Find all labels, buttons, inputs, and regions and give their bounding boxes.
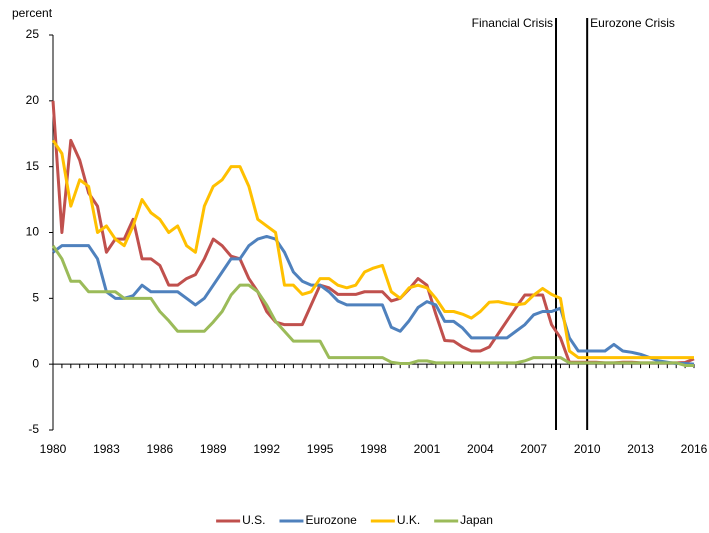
series-line <box>51 244 694 367</box>
y-tick-label: 15 <box>26 159 40 173</box>
y-tick-label: 25 <box>26 27 40 41</box>
legend-label: U.S. <box>242 513 265 527</box>
x-tick-label: 1989 <box>200 442 227 456</box>
legend-label: Japan <box>460 513 493 527</box>
y-tick-label: 0 <box>32 356 39 370</box>
x-tick-label: 2004 <box>467 442 494 456</box>
annotation-label: Financial Crisis <box>472 16 553 30</box>
x-tick-label: 2013 <box>627 442 654 456</box>
x-tick-label: 2007 <box>520 442 547 456</box>
x-tick-label: 2010 <box>574 442 601 456</box>
x-tick-label: 2001 <box>414 442 441 456</box>
x-tick-label: 2016 <box>681 442 708 456</box>
x-tick-label: 1992 <box>253 442 280 456</box>
legend-label: U.K. <box>397 513 420 527</box>
series-line <box>52 234 695 366</box>
x-tick-label: 1998 <box>360 442 387 456</box>
x-tick-label: 1986 <box>146 442 173 456</box>
x-tick-label: 1983 <box>93 442 120 456</box>
y-tick-label: 5 <box>32 291 39 305</box>
legend-label: Eurozone <box>305 513 357 527</box>
series-line <box>51 100 695 365</box>
y-tick-label: 20 <box>26 93 40 107</box>
annotation-label: Eurozone Crisis <box>590 16 675 30</box>
y-tick-label: -5 <box>28 422 39 436</box>
y-tick-label: 10 <box>26 225 40 239</box>
series-line <box>51 139 694 360</box>
x-tick-label: 1995 <box>307 442 334 456</box>
y-axis-label: percent <box>12 6 53 20</box>
x-tick-label: 1980 <box>40 442 67 456</box>
